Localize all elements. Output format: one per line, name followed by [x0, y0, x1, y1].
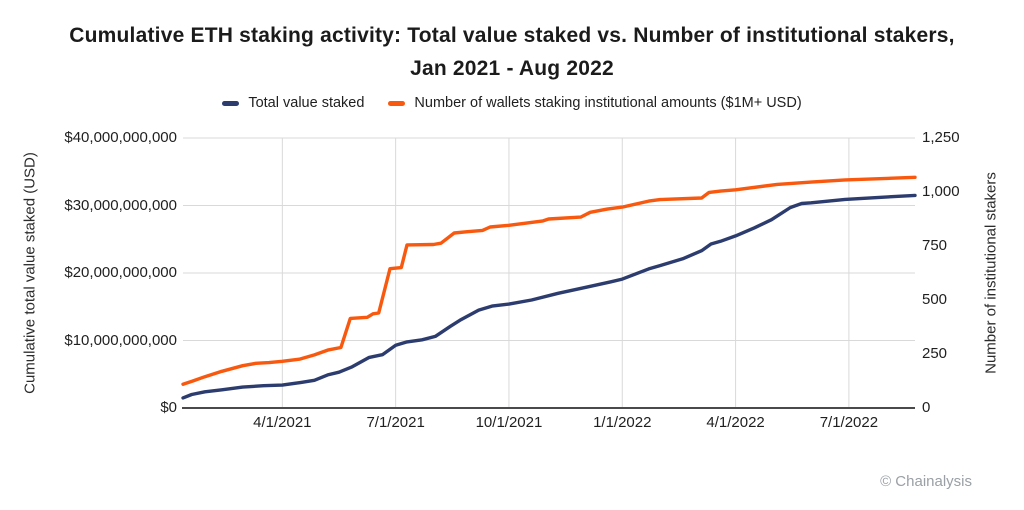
- x-axis-tick: 1/1/2022: [593, 414, 652, 431]
- y-axis-tick-left: $20,000,000,000: [64, 264, 177, 281]
- y-axis-tick-right: 500: [922, 291, 948, 308]
- legend-swatch-navy-icon: [222, 100, 240, 106]
- y-axis-tick-right: 1,250: [922, 129, 960, 146]
- page-title: Cumulative ETH staking activity: Total v…: [0, 19, 1024, 85]
- y-axis-tick-left: $10,000,000,000: [64, 331, 177, 349]
- series-line-institutional-wallets: [181, 175, 917, 386]
- series-line-total-value-staked: [181, 193, 917, 400]
- x-axis-tick: 4/1/2021: [253, 414, 312, 431]
- legend-swatch-orange-icon: [388, 100, 406, 106]
- legend-label-institutional-wallets: Number of wallets staking institutional …: [414, 95, 802, 111]
- copyright-notice: © Chainalysis: [880, 473, 972, 490]
- x-axis-tick: 4/1/2022: [706, 414, 765, 431]
- x-axis-tick: 7/1/2021: [366, 414, 425, 431]
- left-axis-title: Cumulative total value staked (USD): [21, 152, 39, 394]
- chart-legend: Total value staked Number of wallets sta…: [0, 95, 1024, 111]
- y-axis-tick-left: $0: [160, 399, 177, 416]
- y-axis-tick-right: 0: [922, 399, 931, 416]
- right-axis-title: Number of institutional stakers: [982, 172, 1000, 374]
- x-axis-tick: 10/1/2021: [475, 414, 543, 431]
- y-axis-tick-right: 1,000: [922, 183, 960, 200]
- x-axis-tick: 7/1/2022: [819, 414, 879, 431]
- y-axis-tick-right: 250: [922, 345, 948, 362]
- page-title-line2: Jan 2021 - Aug 2022: [410, 57, 614, 80]
- page-title-line1: Cumulative ETH staking activity: Total v…: [69, 24, 955, 47]
- y-axis-tick-left: $30,000,000,000: [64, 196, 177, 214]
- legend-item-institutional-wallets: Number of wallets staking institutional …: [388, 95, 802, 111]
- legend-item-total-value-staked: Total value staked: [222, 95, 364, 111]
- legend-label-total-value-staked: Total value staked: [248, 95, 365, 111]
- y-axis-tick-right: 750: [922, 237, 948, 254]
- y-axis-tick-left: $40,000,000,000: [64, 129, 177, 146]
